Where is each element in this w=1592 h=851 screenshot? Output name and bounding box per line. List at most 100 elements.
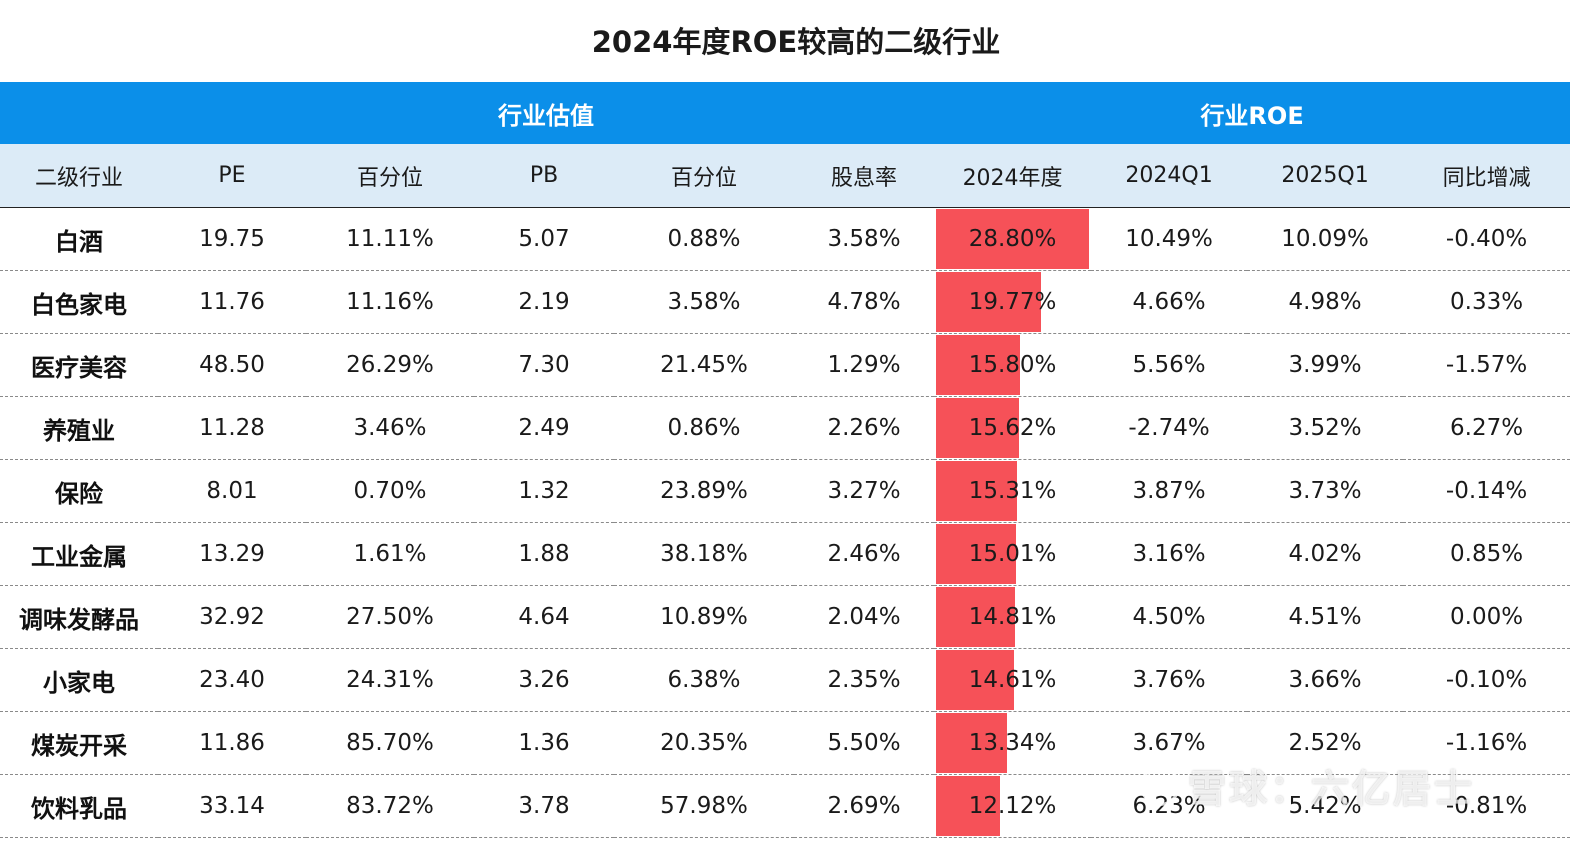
cell-dividend-yield: 3.27% [794, 459, 935, 523]
table-row: 白色家电 11.76 11.16% 2.19 3.58% 4.78% 19.77% 4.66%… [0, 270, 1571, 334]
industry-roe-table: 行业估值 行业ROE 二级行业 PE 百分位 PB 百分位 股息率 2024年度… [0, 82, 1571, 838]
roe-2024-value: 14.81% [968, 604, 1057, 630]
cell-pb-percentile: 23.89% [614, 459, 794, 523]
cell-industry: 小家电 [0, 648, 158, 712]
cell-roe-2024q1: -2.74% [1091, 396, 1248, 460]
table-body: 白酒 19.75 11.11% 5.07 0.88% 3.58% 28.80% 10.49% 1… [0, 207, 1571, 838]
col-header-roe-2025q1: 2025Q1 [1247, 144, 1404, 208]
roe-2024-value: 15.80% [968, 352, 1057, 378]
cell-roe-2024q1: 3.67% [1091, 711, 1248, 775]
cell-pe: 32.92 [158, 585, 306, 649]
cell-roe-2024: 13.34% [934, 711, 1092, 775]
cell-dividend-yield: 2.35% [794, 648, 935, 712]
cell-yoy-change: -0.14% [1403, 459, 1571, 523]
cell-pb-percentile: 38.18% [614, 522, 794, 586]
col-header-pb-percentile: 百分位 [614, 144, 794, 208]
table-row: 医疗美容 48.50 26.29% 7.30 21.45% 1.29% 15.80% 5.56… [0, 333, 1571, 397]
roe-2024-value: 15.62% [968, 415, 1057, 441]
roe-2024-value: 15.01% [968, 541, 1057, 567]
cell-roe-2024: 28.80% [934, 207, 1092, 271]
cell-dividend-yield: 2.26% [794, 396, 935, 460]
cell-dividend-yield: 1.29% [794, 333, 935, 397]
cell-yoy-change: -0.40% [1403, 207, 1571, 271]
cell-roe-2024: 15.62% [934, 396, 1092, 460]
cell-roe-2024: 14.61% [934, 648, 1092, 712]
cell-pe-percentile: 3.46% [306, 396, 474, 460]
roe-2024-value: 12.12% [968, 793, 1057, 819]
cell-industry: 保险 [0, 459, 158, 523]
cell-pe-percentile: 0.70% [306, 459, 474, 523]
cell-pb-percentile: 0.86% [614, 396, 794, 460]
table-row: 白酒 19.75 11.11% 5.07 0.88% 3.58% 28.80% 10.49% 1… [0, 207, 1571, 271]
col-header-pb: PB [474, 144, 614, 208]
table-row: 保险 8.01 0.70% 1.32 23.89% 3.27% 15.31% 3.87% 3.7… [0, 459, 1571, 523]
cell-pb: 3.26 [474, 648, 614, 712]
cell-roe-2025q1: 4.98% [1247, 270, 1404, 334]
cell-pe: 11.86 [158, 711, 306, 775]
group-header-valuation: 行业估值 [158, 82, 935, 144]
cell-pb: 1.88 [474, 522, 614, 586]
table-row: 工业金属 13.29 1.61% 1.88 38.18% 2.46% 15.01% 3.16%… [0, 522, 1571, 586]
cell-pb: 7.30 [474, 333, 614, 397]
cell-roe-2025q1: 3.52% [1247, 396, 1404, 460]
cell-industry: 煤炭开采 [0, 711, 158, 775]
roe-2024-value: 28.80% [968, 226, 1057, 252]
cell-pb-percentile: 0.88% [614, 207, 794, 271]
cell-pe-percentile: 27.50% [306, 585, 474, 649]
cell-yoy-change: -1.57% [1403, 333, 1571, 397]
cell-pe-percentile: 85.70% [306, 711, 474, 775]
roe-bar [936, 461, 1018, 521]
cell-pb: 3.78 [474, 774, 614, 838]
cell-pe: 19.75 [158, 207, 306, 271]
cell-roe-2024q1: 3.87% [1091, 459, 1248, 523]
cell-roe-2025q1: 4.51% [1247, 585, 1404, 649]
cell-industry: 养殖业 [0, 396, 158, 460]
cell-roe-2025q1: 10.09% [1247, 207, 1404, 271]
cell-roe-2024: 15.80% [934, 333, 1092, 397]
cell-pb-percentile: 6.38% [614, 648, 794, 712]
cell-yoy-change: 0.00% [1403, 585, 1571, 649]
group-header-roe: 行业ROE [934, 82, 1571, 144]
cell-pe: 11.76 [158, 270, 306, 334]
cell-pb-percentile: 21.45% [614, 333, 794, 397]
cell-roe-2024q1: 3.76% [1091, 648, 1248, 712]
cell-pb: 2.19 [474, 270, 614, 334]
cell-roe-2024q1: 4.66% [1091, 270, 1248, 334]
cell-yoy-change: -0.10% [1403, 648, 1571, 712]
table-title: 2024年度ROE较高的二级行业 [591, 25, 1001, 59]
table-row: 养殖业 11.28 3.46% 2.49 0.86% 2.26% 15.62% -2.74% 3… [0, 396, 1571, 460]
cell-industry: 白酒 [0, 207, 158, 271]
roe-bar [936, 650, 1015, 710]
cell-pe: 8.01 [158, 459, 306, 523]
col-header-industry: 二级行业 [0, 144, 158, 208]
cell-pb-percentile: 57.98% [614, 774, 794, 838]
cell-roe-2025q1: 4.02% [1247, 522, 1404, 586]
cell-industry: 饮料乳品 [0, 774, 158, 838]
roe-bar [936, 587, 1016, 647]
cell-industry: 调味发酵品 [0, 585, 158, 649]
cell-pb-percentile: 3.58% [614, 270, 794, 334]
column-header-row: 二级行业 PE 百分位 PB 百分位 股息率 2024年度 2024Q1 202… [0, 144, 1571, 208]
cell-dividend-yield: 2.69% [794, 774, 935, 838]
roe-bar [936, 776, 1001, 836]
roe-2024-value: 15.31% [968, 478, 1057, 504]
cell-roe-2024: 15.01% [934, 522, 1092, 586]
cell-yoy-change: -0.81% [1403, 774, 1571, 838]
table-row: 饮料乳品 33.14 83.72% 3.78 57.98% 2.69% 12.12% 6.23… [0, 774, 1571, 838]
col-header-yoy-change: 同比增减 [1403, 144, 1571, 208]
col-header-dividend-yield: 股息率 [794, 144, 935, 208]
cell-dividend-yield: 4.78% [794, 270, 935, 334]
cell-dividend-yield: 5.50% [794, 711, 935, 775]
cell-pb: 1.32 [474, 459, 614, 523]
cell-roe-2025q1: 3.73% [1247, 459, 1404, 523]
col-header-pe: PE [158, 144, 306, 208]
cell-roe-2024: 15.31% [934, 459, 1092, 523]
col-header-pe-percentile: 百分位 [306, 144, 474, 208]
cell-pb: 5.07 [474, 207, 614, 271]
cell-pe: 13.29 [158, 522, 306, 586]
roe-bar [936, 209, 1090, 269]
table-row: 小家电 23.40 24.31% 3.26 6.38% 2.35% 14.61% 3.76% 3… [0, 648, 1571, 712]
group-header-blank [0, 82, 158, 144]
cell-pb-percentile: 10.89% [614, 585, 794, 649]
cell-yoy-change: 0.33% [1403, 270, 1571, 334]
